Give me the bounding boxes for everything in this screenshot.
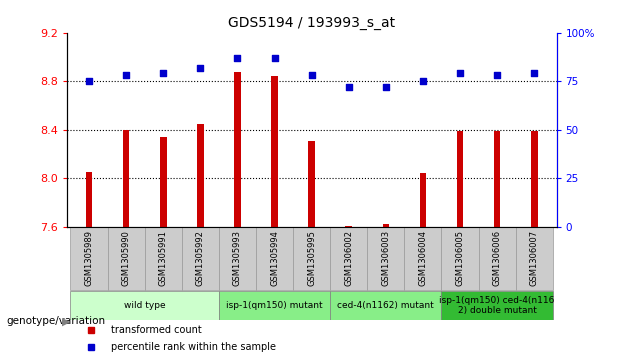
Text: GSM1305991: GSM1305991 xyxy=(159,230,168,286)
Bar xyxy=(86,172,92,227)
Bar xyxy=(368,227,404,290)
Bar xyxy=(441,227,479,290)
Text: GSM1306002: GSM1306002 xyxy=(344,230,353,286)
Bar xyxy=(234,72,241,227)
Text: ▶: ▶ xyxy=(62,316,71,326)
Bar xyxy=(271,76,278,227)
Text: isp-1(qm150) mutant: isp-1(qm150) mutant xyxy=(226,301,323,310)
Text: GSM1306003: GSM1306003 xyxy=(382,230,391,286)
Text: GSM1305992: GSM1305992 xyxy=(196,230,205,286)
Text: GSM1305989: GSM1305989 xyxy=(85,230,93,286)
Bar xyxy=(107,227,145,290)
Bar xyxy=(345,226,352,227)
Bar xyxy=(479,227,516,290)
Text: percentile rank within the sample: percentile rank within the sample xyxy=(111,342,276,352)
Bar xyxy=(293,227,330,290)
Point xyxy=(195,65,205,70)
Bar xyxy=(71,291,219,320)
Point xyxy=(418,78,428,84)
Point xyxy=(381,84,391,90)
Text: GSM1305995: GSM1305995 xyxy=(307,230,316,286)
Text: wild type: wild type xyxy=(124,301,165,310)
Text: GSM1305993: GSM1305993 xyxy=(233,230,242,286)
Text: ced-4(n1162) mutant: ced-4(n1162) mutant xyxy=(338,301,434,310)
Bar xyxy=(308,141,315,227)
Bar xyxy=(531,131,537,227)
Point xyxy=(158,70,169,76)
Bar xyxy=(160,137,167,227)
Bar xyxy=(457,131,464,227)
Title: GDS5194 / 193993_s_at: GDS5194 / 193993_s_at xyxy=(228,16,395,30)
Bar xyxy=(441,291,553,320)
Point xyxy=(492,73,502,78)
Point xyxy=(529,70,539,76)
Text: isp-1(qm150) ced-4(n116
2) double mutant: isp-1(qm150) ced-4(n116 2) double mutant xyxy=(439,296,555,315)
Bar xyxy=(516,227,553,290)
Text: transformed count: transformed count xyxy=(111,325,202,335)
Bar xyxy=(219,227,256,290)
Point xyxy=(232,55,242,61)
Point xyxy=(84,78,94,84)
Point xyxy=(270,55,280,61)
Text: GSM1306004: GSM1306004 xyxy=(418,230,427,286)
Point xyxy=(343,84,354,90)
Bar xyxy=(71,227,107,290)
Text: GSM1306007: GSM1306007 xyxy=(530,230,539,286)
Text: GSM1306006: GSM1306006 xyxy=(493,230,502,286)
Bar xyxy=(494,131,501,227)
Bar xyxy=(123,130,130,227)
Point xyxy=(121,73,131,78)
Point xyxy=(455,70,465,76)
Bar xyxy=(145,227,182,290)
Bar xyxy=(219,291,330,320)
Bar xyxy=(382,224,389,227)
Bar xyxy=(330,227,368,290)
Text: GSM1306005: GSM1306005 xyxy=(455,230,464,286)
Bar xyxy=(182,227,219,290)
Bar xyxy=(330,291,441,320)
Bar xyxy=(420,174,426,227)
Text: genotype/variation: genotype/variation xyxy=(6,316,106,326)
Point xyxy=(307,73,317,78)
Bar xyxy=(197,124,204,227)
Bar xyxy=(256,227,293,290)
Text: GSM1305994: GSM1305994 xyxy=(270,230,279,286)
Text: GSM1305990: GSM1305990 xyxy=(121,230,130,286)
Bar xyxy=(404,227,441,290)
